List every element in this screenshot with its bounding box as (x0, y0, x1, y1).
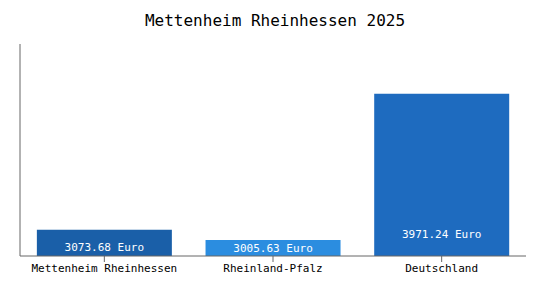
svg-text:3005.63 Euro: 3005.63 Euro (233, 242, 312, 255)
svg-text:3073.68 Euro: 3073.68 Euro (65, 241, 144, 254)
svg-text:Deutschland: Deutschland (405, 262, 478, 275)
svg-text:Rheinland-Pfalz: Rheinland-Pfalz (223, 262, 322, 275)
svg-text:Mettenheim Rheinhessen: Mettenheim Rheinhessen (31, 262, 177, 275)
html-text:Mettenheim Rheinhessen 2025: Mettenheim Rheinhessen 2025 (145, 11, 405, 30)
svg-text:3971.24 Euro: 3971.24 Euro (402, 228, 481, 241)
